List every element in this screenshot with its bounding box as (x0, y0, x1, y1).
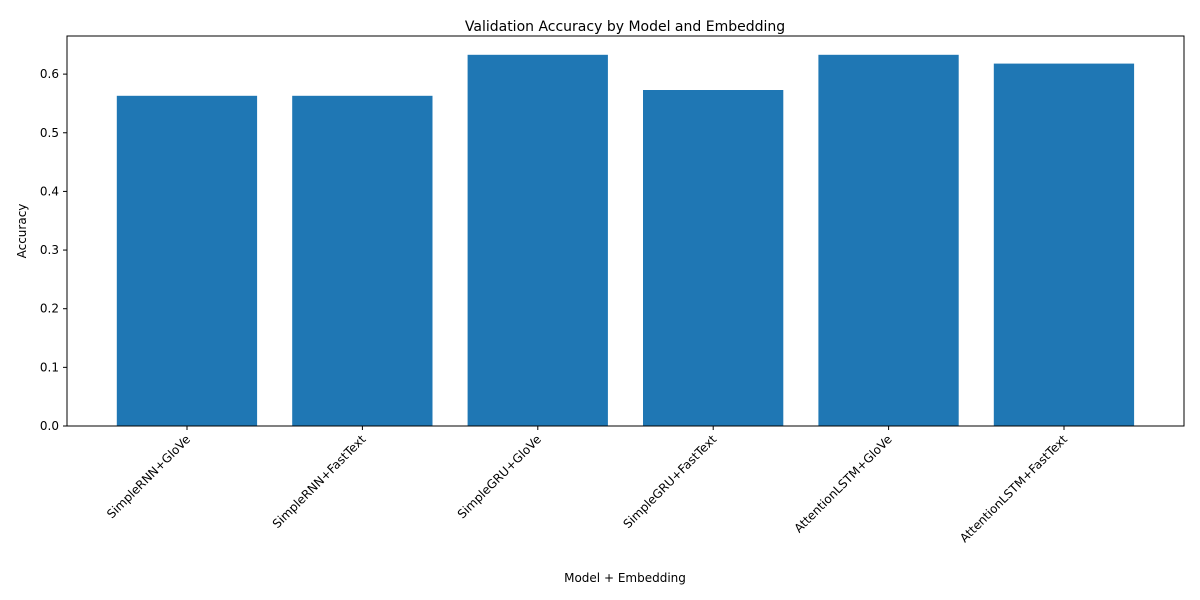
y-tick-label-6: 0.6 (40, 67, 59, 81)
y-tick-label-0: 0.0 (40, 419, 59, 433)
x-tick-label-1: SimpleRNN+FastText (270, 432, 369, 531)
bar-2 (467, 54, 608, 427)
x-tick-label-3: SimpleGRU+FastText (620, 432, 719, 531)
x-tick-label-2: SimpleGRU+GloVe (455, 432, 544, 521)
y-tick-label-1: 0.1 (40, 360, 59, 374)
bar-1 (292, 95, 433, 427)
bars-group (116, 54, 1135, 427)
bar-0 (116, 95, 258, 427)
y-tick-label-4: 0.4 (40, 184, 59, 198)
chart-title: Validation Accuracy by Model and Embeddi… (465, 19, 785, 35)
x-tick-label-0: SimpleRNN+GloVe (104, 432, 193, 521)
bar-5 (993, 63, 1135, 426)
plot-frame (66, 35, 1185, 427)
y-tick-label-2: 0.2 (40, 302, 59, 316)
y-axis-label: Accuracy (15, 204, 29, 259)
bar-3 (643, 90, 784, 426)
x-axis: SimpleRNN+GloVe SimpleRNN+FastText SimpleG… (104, 426, 1070, 545)
y-tick-label-3: 0.3 (40, 243, 59, 257)
x-axis-label: Model + Embedding (564, 571, 686, 585)
y-axis: 0.0 0.1 0.2 0.3 0.4 0.5 0.6 (40, 67, 67, 433)
x-tick-label-5: AttentionLSTM+FastText (957, 432, 1070, 545)
x-tick-label-4: AttentionLSTM+GloVe (791, 432, 894, 535)
y-tick-label-5: 0.5 (40, 126, 59, 140)
bar-4 (818, 54, 959, 427)
